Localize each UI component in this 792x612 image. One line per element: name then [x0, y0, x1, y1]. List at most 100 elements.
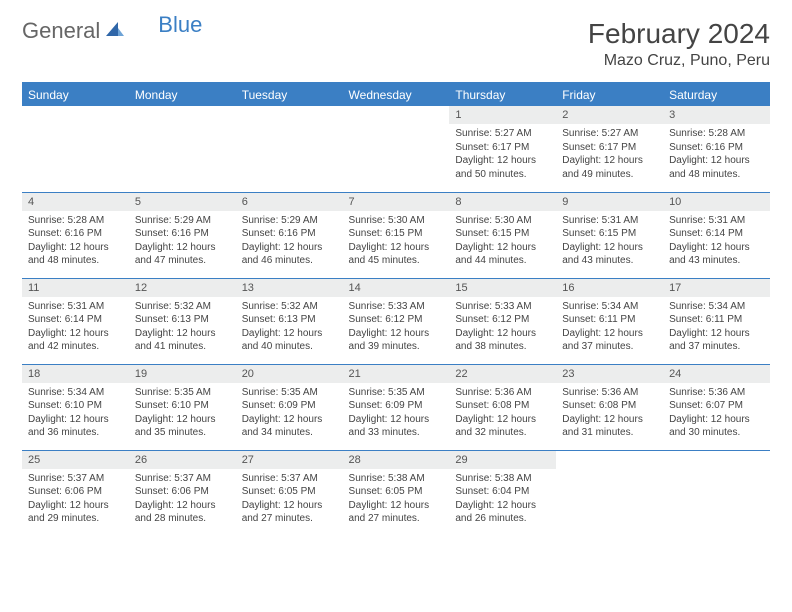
weekday-header: Monday — [129, 83, 236, 106]
sunrise-text: Sunrise: 5:34 AM — [28, 386, 123, 400]
sunrise-text: Sunrise: 5:37 AM — [242, 472, 337, 486]
daylight-text: Daylight: 12 hours and 32 minutes. — [455, 413, 550, 440]
daylight-text: Daylight: 12 hours and 35 minutes. — [135, 413, 230, 440]
weekday-header: Wednesday — [343, 83, 450, 106]
day-number: 25 — [22, 451, 129, 469]
sunrise-text: Sunrise: 5:32 AM — [242, 300, 337, 314]
sunrise-text: Sunrise: 5:38 AM — [455, 472, 550, 486]
sunset-text: Sunset: 6:16 PM — [28, 227, 123, 241]
day-number: 23 — [556, 365, 663, 383]
daylight-text: Daylight: 12 hours and 50 minutes. — [455, 154, 550, 181]
day-detail: Sunrise: 5:34 AMSunset: 6:10 PMDaylight:… — [22, 383, 129, 444]
day-detail: Sunrise: 5:33 AMSunset: 6:12 PMDaylight:… — [343, 297, 450, 358]
daylight-text: Daylight: 12 hours and 37 minutes. — [562, 327, 657, 354]
daylight-text: Daylight: 12 hours and 26 minutes. — [455, 499, 550, 526]
day-number: 11 — [22, 279, 129, 297]
sunset-text: Sunset: 6:07 PM — [669, 399, 764, 413]
sunrise-text: Sunrise: 5:29 AM — [242, 214, 337, 228]
weekday-header: Sunday — [22, 83, 129, 106]
calendar-day: 7Sunrise: 5:30 AMSunset: 6:15 PMDaylight… — [343, 192, 450, 278]
sunrise-text: Sunrise: 5:34 AM — [562, 300, 657, 314]
day-number: 16 — [556, 279, 663, 297]
calendar-day: 25Sunrise: 5:37 AMSunset: 6:06 PMDayligh… — [22, 450, 129, 536]
day-detail: Sunrise: 5:29 AMSunset: 6:16 PMDaylight:… — [236, 211, 343, 272]
sunset-text: Sunset: 6:11 PM — [669, 313, 764, 327]
daylight-text: Daylight: 12 hours and 28 minutes. — [135, 499, 230, 526]
logo-text-general: General — [22, 18, 100, 44]
day-detail: Sunrise: 5:31 AMSunset: 6:15 PMDaylight:… — [556, 211, 663, 272]
daylight-text: Daylight: 12 hours and 48 minutes. — [28, 241, 123, 268]
sunset-text: Sunset: 6:08 PM — [455, 399, 550, 413]
calendar-day-empty: .. — [663, 450, 770, 536]
day-detail: Sunrise: 5:36 AMSunset: 6:08 PMDaylight:… — [449, 383, 556, 444]
daylight-text: Daylight: 12 hours and 38 minutes. — [455, 327, 550, 354]
sunrise-text: Sunrise: 5:35 AM — [349, 386, 444, 400]
sunset-text: Sunset: 6:04 PM — [455, 485, 550, 499]
daylight-text: Daylight: 12 hours and 41 minutes. — [135, 327, 230, 354]
calendar-head: SundayMondayTuesdayWednesdayThursdayFrid… — [22, 83, 770, 106]
weekday-header: Tuesday — [236, 83, 343, 106]
sunrise-text: Sunrise: 5:35 AM — [135, 386, 230, 400]
calendar-day: 16 Sunrise: 5:34 AMSunset: 6:11 PMDayligh… — [556, 278, 663, 364]
day-number: 17 — [663, 279, 770, 297]
calendar-week: ........1Sunrise: 5:27 AMSunset: 6:17 PM… — [22, 106, 770, 192]
calendar-day-empty: .. — [343, 106, 450, 192]
calendar-week: 18Sunrise: 5:34 AMSunset: 6:10 PMDayligh… — [22, 364, 770, 450]
sunset-text: Sunset: 6:09 PM — [242, 399, 337, 413]
day-number: 13 — [236, 279, 343, 297]
sunrise-text: Sunrise: 5:36 AM — [669, 386, 764, 400]
calendar-day: 15Sunrise: 5:33 AMSunset: 6:12 PMDayligh… — [449, 278, 556, 364]
day-number: 24 — [663, 365, 770, 383]
calendar-day: 14Sunrise: 5:33 AMSunset: 6:12 PMDayligh… — [343, 278, 450, 364]
day-number: 8 — [449, 193, 556, 211]
day-detail: Sunrise: 5:30 AMSunset: 6:15 PMDaylight:… — [343, 211, 450, 272]
day-detail: Sunrise: 5:35 AMSunset: 6:09 PMDaylight:… — [343, 383, 450, 444]
sunset-text: Sunset: 6:11 PM — [562, 313, 657, 327]
calendar-day-empty: .. — [236, 106, 343, 192]
sunset-text: Sunset: 6:13 PM — [135, 313, 230, 327]
sunrise-text: Sunrise: 5:35 AM — [242, 386, 337, 400]
day-number: 15 — [449, 279, 556, 297]
calendar-day: 10Sunrise: 5:31 AMSunset: 6:14 PMDayligh… — [663, 192, 770, 278]
day-detail: Sunrise: 5:38 AMSunset: 6:05 PMDaylight:… — [343, 469, 450, 530]
daylight-text: Daylight: 12 hours and 42 minutes. — [28, 327, 123, 354]
sunset-text: Sunset: 6:10 PM — [28, 399, 123, 413]
sunrise-text: Sunrise: 5:31 AM — [562, 214, 657, 228]
calendar-day: 18Sunrise: 5:34 AMSunset: 6:10 PMDayligh… — [22, 364, 129, 450]
calendar-day: 20Sunrise: 5:35 AMSunset: 6:09 PMDayligh… — [236, 364, 343, 450]
daylight-text: Daylight: 12 hours and 43 minutes. — [562, 241, 657, 268]
sunrise-text: Sunrise: 5:31 AM — [28, 300, 123, 314]
calendar-day: 27Sunrise: 5:37 AMSunset: 6:05 PMDayligh… — [236, 450, 343, 536]
day-number: 10 — [663, 193, 770, 211]
sunrise-text: Sunrise: 5:36 AM — [455, 386, 550, 400]
sunset-text: Sunset: 6:14 PM — [28, 313, 123, 327]
sunset-text: Sunset: 6:13 PM — [242, 313, 337, 327]
title-block: February 2024 Mazo Cruz, Puno, Peru — [588, 18, 770, 70]
daylight-text: Daylight: 12 hours and 47 minutes. — [135, 241, 230, 268]
day-number: 27 — [236, 451, 343, 469]
day-detail: Sunrise: 5:32 AMSunset: 6:13 PMDaylight:… — [129, 297, 236, 358]
sunset-text: Sunset: 6:15 PM — [562, 227, 657, 241]
sunset-text: Sunset: 6:05 PM — [349, 485, 444, 499]
sunset-text: Sunset: 6:16 PM — [135, 227, 230, 241]
daylight-text: Daylight: 12 hours and 31 minutes. — [562, 413, 657, 440]
sunrise-text: Sunrise: 5:27 AM — [455, 127, 550, 141]
logo-sail-icon — [104, 18, 126, 44]
calendar-day-empty: .. — [129, 106, 236, 192]
day-detail: Sunrise: 5:27 AMSunset: 6:17 PMDaylight:… — [556, 124, 663, 185]
calendar-day: 5Sunrise: 5:29 AMSunset: 6:16 PMDaylight… — [129, 192, 236, 278]
sunrise-text: Sunrise: 5:31 AM — [669, 214, 764, 228]
calendar-day-empty: .. — [22, 106, 129, 192]
day-detail: Sunrise: 5:33 AMSunset: 6:12 PMDaylight:… — [449, 297, 556, 358]
day-number: 1 — [449, 106, 556, 124]
calendar-day: 26Sunrise: 5:37 AMSunset: 6:06 PMDayligh… — [129, 450, 236, 536]
calendar-day: 3Sunrise: 5:28 AMSunset: 6:16 PMDaylight… — [663, 106, 770, 192]
daylight-text: Daylight: 12 hours and 48 minutes. — [669, 154, 764, 181]
sunset-text: Sunset: 6:17 PM — [455, 141, 550, 155]
sunrise-text: Sunrise: 5:34 AM — [669, 300, 764, 314]
calendar-day: 29Sunrise: 5:38 AMSunset: 6:04 PMDayligh… — [449, 450, 556, 536]
calendar-day: 28Sunrise: 5:38 AMSunset: 6:05 PMDayligh… — [343, 450, 450, 536]
calendar-day: 6Sunrise: 5:29 AMSunset: 6:16 PMDaylight… — [236, 192, 343, 278]
sunset-text: Sunset: 6:09 PM — [349, 399, 444, 413]
daylight-text: Daylight: 12 hours and 36 minutes. — [28, 413, 123, 440]
